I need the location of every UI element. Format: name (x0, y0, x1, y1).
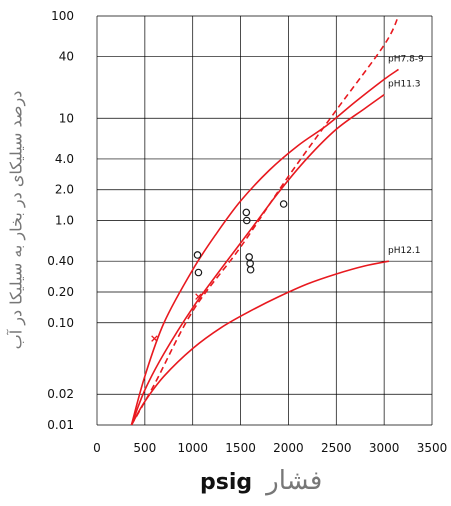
curves (130, 16, 400, 425)
data-point-cross (195, 293, 202, 300)
data-point-circle (246, 265, 255, 274)
y-tick-label: 0.40 (47, 254, 74, 268)
grid (96, 15, 433, 426)
data-point-circle (279, 200, 288, 208)
series-line (130, 68, 399, 425)
x-tick-label: 3000 (369, 441, 400, 455)
x-axis-ticks: 0 500 1000 1500 2000 2500 3000 3500 (93, 441, 447, 455)
data-points (151, 200, 288, 342)
y-tick-label: 4.0 (55, 152, 74, 166)
data-point-circle (245, 253, 253, 261)
series-label: pH11.3 (388, 80, 421, 90)
y-tick-label: 2.0 (55, 183, 74, 197)
x-tick-label: 500 (133, 441, 156, 455)
y-tick-label: 0.10 (47, 316, 74, 330)
data-point-circle (194, 268, 203, 277)
data-point-circle (242, 216, 251, 225)
series-line (130, 260, 390, 425)
y-axis-title-container: درصد سیلیکای در بخار به سیلیکا در آب (2, 30, 30, 410)
y-axis-ticks: 0.01 0.02 0.10 0.20 0.40 1.0 2.0 4.0 10 40 100 (47, 9, 74, 432)
y-tick-label: 1.0 (55, 214, 74, 228)
x-tick-label: 2000 (273, 441, 304, 455)
x-axis-unit: psig (200, 470, 253, 495)
y-tick-label: 100 (51, 9, 74, 23)
data-point-cross (151, 335, 158, 342)
x-tick-label: 2500 (321, 441, 352, 455)
x-axis-title: psig فشار (200, 466, 322, 496)
y-axis-title: درصد سیلیکای در بخار به سیلیکا در آب (6, 90, 26, 350)
series-label: pH7.8-9 (388, 54, 424, 64)
series-label: pH12.1 (388, 246, 421, 256)
x-tick-label: 0 (93, 441, 101, 455)
series-line (130, 16, 400, 425)
y-tick-label: 0.02 (47, 387, 74, 401)
x-axis-label: فشار (266, 466, 323, 496)
data-point-circle (242, 208, 251, 217)
y-tick-label: 40 (59, 50, 74, 64)
y-tick-label: 10 (59, 111, 74, 125)
y-tick-label: 0.20 (47, 285, 74, 299)
y-tick-label: 0.01 (47, 418, 74, 432)
x-tick-label: 1500 (225, 441, 256, 455)
x-tick-label: 3500 (417, 441, 448, 455)
data-point-circle (193, 251, 202, 259)
x-tick-label: 1000 (177, 441, 208, 455)
series-line (130, 94, 385, 425)
curve-labels: pH7.8-9 pH11.3 pH12.1 (388, 54, 424, 256)
